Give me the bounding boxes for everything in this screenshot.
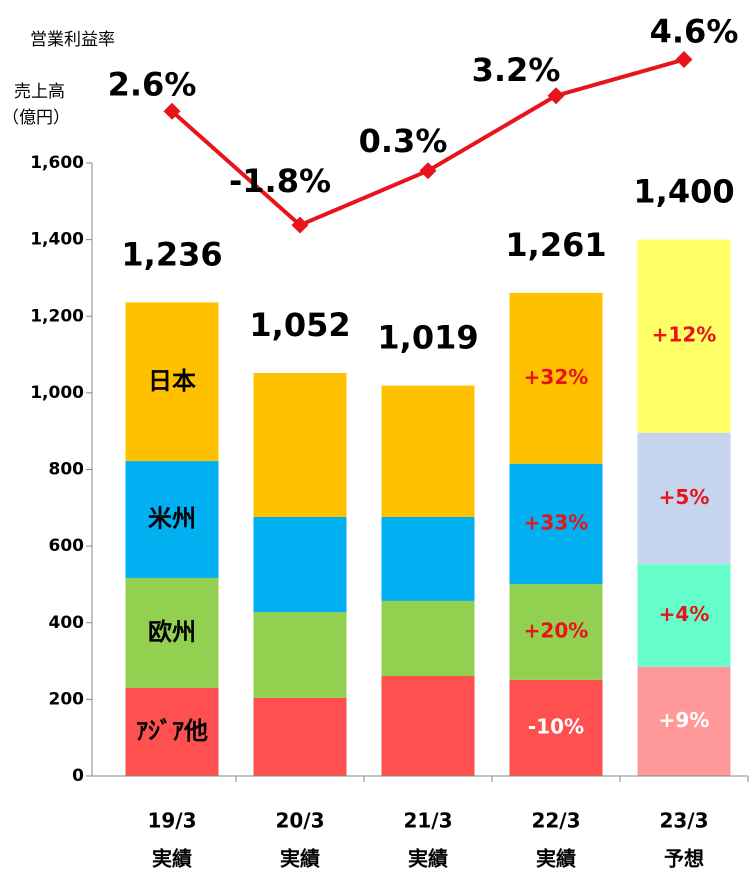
y-tick-label: 0 [72,766,84,786]
bar-segment [253,697,347,776]
bar-segment [125,302,219,462]
segment-name: 日本 [148,367,196,395]
margin-label: -1.8% [229,162,331,200]
margin-marker [547,87,565,105]
growth-label: +12% [652,323,717,347]
x-tick-label: 23/3 [659,809,708,833]
bar-axis-label: 売上高 [14,82,65,102]
growth-label: +32% [524,365,589,389]
bar-segment [125,577,219,688]
total-label: 1,019 [377,319,478,357]
margin-label: 2.6% [108,65,197,103]
bar-segment [381,676,475,776]
growth-label: +5% [659,485,710,509]
x-tick-label: 21/3 [403,809,452,833]
y-tick-label: 600 [49,536,85,556]
line-axis-label: 営業利益率 [30,30,115,50]
margin-label: 4.6% [650,13,739,51]
x-tick-label: 20/3 [275,809,324,833]
bar-segment [509,292,603,464]
x-sublabel: 予想 [664,847,704,871]
x-sublabel: 実績 [280,847,320,871]
bar-segment [125,687,219,776]
bar-segment [637,564,731,667]
growth-label: +20% [524,618,589,642]
bar-segment [253,612,347,698]
bar-segment [381,385,475,518]
margin-marker [163,102,181,120]
x-tick-label: 19/3 [147,809,196,833]
bar-segment [637,666,731,776]
segment-name: 米州 [148,504,196,532]
margin-label: 3.2% [472,51,561,89]
total-label: 1,236 [121,235,222,273]
total-label: 1,052 [249,306,350,344]
bar-segment [381,517,475,601]
segment-name: ｱｼﾞｱ他 [136,717,208,745]
bar-segment [253,517,347,613]
y-tick-label: 1,400 [30,230,84,250]
x-sublabel: 実績 [536,847,576,871]
bar-segment [381,600,475,677]
bar-segment [509,463,603,585]
segment-name: 欧州 [148,618,196,646]
growth-label: -10% [528,714,584,738]
margin-marker [419,162,437,180]
x-sublabel: 実績 [408,847,448,871]
bar-segment [509,584,603,680]
y-tick-label: 1,600 [30,153,84,173]
margin-label: 0.3% [359,122,448,160]
x-sublabel: 実績 [152,847,192,871]
x-tick-label: 22/3 [531,809,580,833]
margin-marker [291,216,309,234]
growth-label: +4% [659,602,710,626]
bar-segment [253,372,347,518]
total-label: 1,261 [505,226,606,264]
y-tick-label: 1,000 [30,383,84,403]
bar-segment [509,679,603,776]
growth-label: +9% [659,708,710,732]
y-tick-label: 200 [49,689,85,709]
bar-axis-unit: （億円） [2,108,70,128]
margin-marker [675,51,693,69]
y-tick-label: 1,200 [30,306,84,326]
y-tick-label: 800 [49,460,85,480]
bar-segment [637,239,731,433]
y-tick-label: 400 [49,613,85,633]
bar-segment [125,461,219,578]
total-label: 1,400 [633,173,734,211]
bar-segment [637,432,731,565]
growth-label: +33% [524,510,589,534]
